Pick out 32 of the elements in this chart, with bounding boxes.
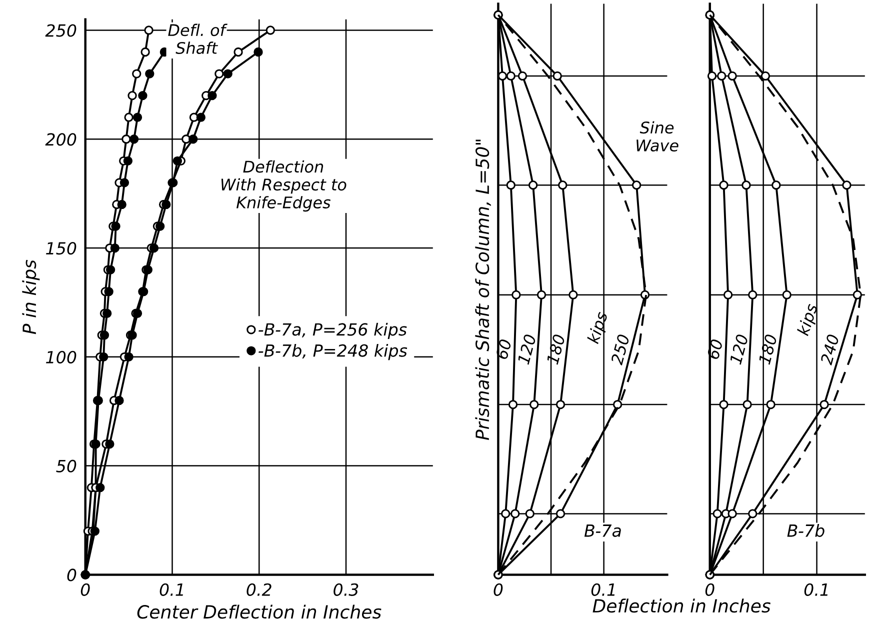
- x-axis-title: Deflection in Inches: [592, 598, 770, 613]
- x-tick-label: 0: [705, 583, 714, 596]
- legend-label: -B-7b, P=248 kips: [258, 344, 408, 360]
- y-tick-label: 200: [45, 133, 76, 146]
- y-tick-label: 100: [46, 350, 76, 364]
- text: 180: [758, 334, 778, 365]
- y-tick-label: 250: [45, 24, 76, 37]
- text: 240: [820, 334, 840, 366]
- y-axis-title: Prismatic Shaft of Column, L=50": [475, 140, 491, 440]
- annotation: Deflection With Respect to Knife-Edges: [221, 160, 346, 212]
- x-tick-label: 0: [494, 583, 503, 596]
- x-tick-label: 0.2: [246, 583, 272, 596]
- text: 120: [729, 334, 748, 365]
- x-axis-title: Center Deflection in Inches: [137, 604, 382, 619]
- y-tick-label: 0: [67, 568, 76, 582]
- x-tick-label: 0: [80, 583, 90, 596]
- annotation: kips: [586, 310, 611, 346]
- text: 250: [610, 334, 630, 366]
- annotation: Defl. of Shaft: [168, 24, 228, 54]
- legend-label: -B-7a, P=256 kips: [258, 322, 407, 339]
- y-tick-label: 150: [46, 242, 76, 255]
- y-axis-title: P in kips: [22, 260, 40, 334]
- text: B-7a: [584, 524, 621, 537]
- text: 120: [517, 334, 536, 365]
- x-tick-label: 0.1: [804, 583, 828, 596]
- annotation: kips: [796, 302, 821, 338]
- x-tick-label: 0.1: [591, 583, 615, 596]
- text: B-7b: [787, 524, 824, 537]
- x-tick-label: 0.3: [334, 583, 358, 596]
- annotation: Sine Wave: [636, 121, 678, 152]
- x-tick-label: 0.1: [160, 583, 183, 596]
- y-tick-label: 50: [56, 460, 76, 472]
